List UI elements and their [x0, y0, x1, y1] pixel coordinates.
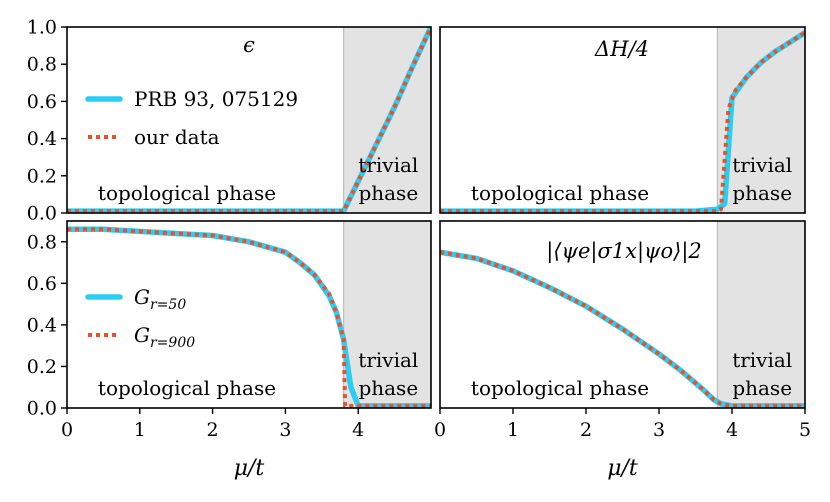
- delta-h-annotation: ΔH/4: [594, 37, 649, 61]
- trivial-phase-region: [717, 221, 805, 408]
- y-tick-label: 0.0: [27, 398, 57, 420]
- panel-top-left: 0.0 0.2 0.4 0.6 0.8 1.0 topological phase trivi…: [27, 17, 432, 225]
- x-tick-label: 4: [726, 419, 738, 441]
- topological-phase-label: topological phase: [471, 181, 649, 205]
- x-tick-label: 1: [134, 419, 146, 441]
- trivial-phase-label: trivial: [358, 153, 418, 177]
- trivial-phase-label: trivial: [732, 348, 792, 372]
- legend-label-our-data: our data: [134, 125, 220, 149]
- trivial-phase-label-line2: phase: [732, 181, 792, 205]
- y-tick-label: 0.4: [27, 314, 57, 336]
- legend-bottom: Gr=50 Gr=900: [85, 285, 195, 351]
- topological-phase-label: topological phase: [471, 376, 649, 400]
- legend-label-g-1: Gr=900: [134, 323, 195, 351]
- panel-top-right: topological phase trivial phase ΔH/4: [439, 26, 806, 214]
- trivial-phase-label: trivial: [358, 348, 418, 372]
- series-line-dotted: [67, 27, 431, 213]
- legend-label-g-0: Gr=50: [134, 285, 186, 313]
- y-tick-label: 0.2: [27, 356, 57, 378]
- x-tick-label: 0: [434, 419, 446, 441]
- axes-frame: [66, 220, 432, 409]
- y-tick-label: 1.0: [27, 17, 57, 39]
- y-tick-label: 0.2: [27, 165, 57, 187]
- x-tick-label: 4: [352, 419, 364, 441]
- trivial-phase-label: trivial: [732, 153, 792, 177]
- epsilon-annotation: ϵ: [243, 33, 255, 57]
- topological-phase-label: topological phase: [98, 376, 276, 400]
- x-tick-label: 5: [799, 419, 811, 441]
- x-axis-label: μ/t: [234, 456, 265, 481]
- x-tick-label: 3: [653, 419, 665, 441]
- panel-bottom-right: 0 1 2 3 4 5 μ/t topological phase trivial phase |⟨…: [434, 220, 811, 481]
- series-line-dotted: [67, 227, 431, 408]
- y-tick-label: 0.0: [27, 203, 57, 225]
- legend-label-prb: PRB 93, 075129: [134, 87, 298, 111]
- overlap-annotation: |⟨ψe|σ1x|ψo⟩|2: [546, 239, 702, 264]
- axes-frame: [66, 26, 432, 214]
- axes-frame: [439, 26, 806, 214]
- y-tick-label: 0.8: [27, 54, 57, 76]
- axes-frame: [439, 220, 806, 409]
- y-tick-label: 0.4: [27, 128, 57, 150]
- legend-top: PRB 93, 075129 our data: [85, 87, 298, 149]
- panel-bottom-left: 0.0 0.2 0.4 0.6 0.8 0 1 2 3 4 μ/t topological phase…: [27, 220, 432, 481]
- y-tick-label: 0.8: [27, 231, 57, 253]
- trivial-phase-region: [343, 221, 431, 408]
- trivial-phase-label-line2: phase: [358, 181, 418, 205]
- y-tick-label: 0.6: [27, 273, 57, 295]
- y-tick-label: 0.6: [27, 91, 57, 113]
- x-axis-label: μ/t: [607, 456, 638, 481]
- x-tick-label: 2: [207, 419, 219, 441]
- x-tick-label: 3: [279, 419, 291, 441]
- series-line-dotted: [440, 250, 805, 408]
- x-tick-label: 0: [61, 419, 73, 441]
- trivial-phase-label-line2: phase: [732, 376, 792, 400]
- topological-phase-label: topological phase: [98, 181, 276, 205]
- series-line-dotted: [440, 30, 805, 213]
- x-tick-label: 2: [580, 419, 592, 441]
- trivial-phase-label-line2: phase: [358, 376, 418, 400]
- x-tick-label: 1: [507, 419, 519, 441]
